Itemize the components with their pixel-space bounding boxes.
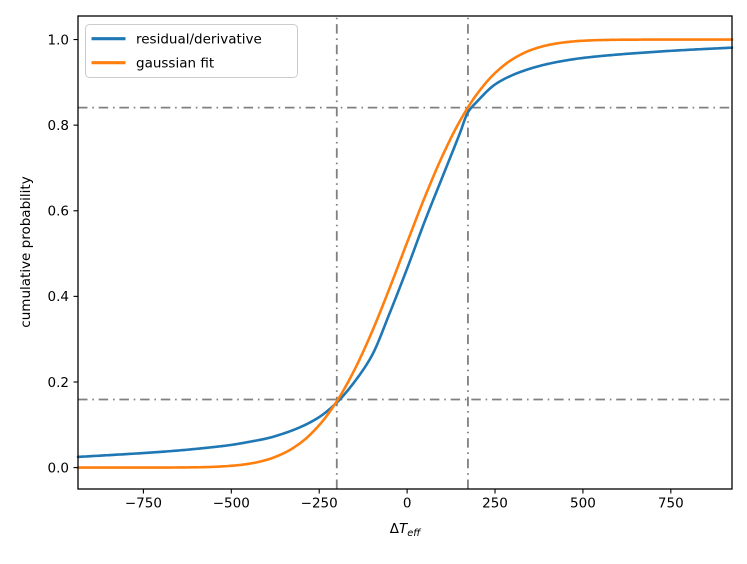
x-tick-label: 750 xyxy=(658,496,684,512)
y-tick-label: 0.4 xyxy=(48,289,69,305)
x-axis-label: ΔTeff xyxy=(390,521,422,539)
y-axis-label: cumulative probability xyxy=(18,176,34,327)
y-tick-label: 0.8 xyxy=(48,118,69,134)
legend-label: residual/derivative xyxy=(136,32,262,48)
x-tick-label: −250 xyxy=(301,496,338,512)
y-tick-label: 0.6 xyxy=(48,204,69,220)
x-tick-label: −750 xyxy=(125,496,162,512)
y-tick-label: 0.2 xyxy=(48,375,69,391)
x-tick-label: −500 xyxy=(213,496,250,512)
x-tick-label: 500 xyxy=(570,496,596,512)
curve-gaussian-fit xyxy=(76,38,734,469)
x-tick-label: 250 xyxy=(482,496,508,512)
plot-border xyxy=(77,15,733,490)
data-curves xyxy=(76,38,734,469)
tick-labels: −750 −500 −250 0 250 500 750 0.0 0.2 0.4 0.6 0.8 1.0 xyxy=(48,32,684,511)
legend: residual/derivative gaussian fit xyxy=(85,24,298,78)
axis-ticks xyxy=(73,38,672,494)
legend-label: gaussian fit xyxy=(136,56,214,72)
guide-lines xyxy=(78,16,732,489)
legend-box xyxy=(85,24,298,78)
curve-residual-derivative xyxy=(76,46,734,459)
x-tick-label: 0 xyxy=(403,496,412,512)
y-tick-label: 0.0 xyxy=(48,460,69,476)
y-tick-label: 1.0 xyxy=(48,32,69,48)
